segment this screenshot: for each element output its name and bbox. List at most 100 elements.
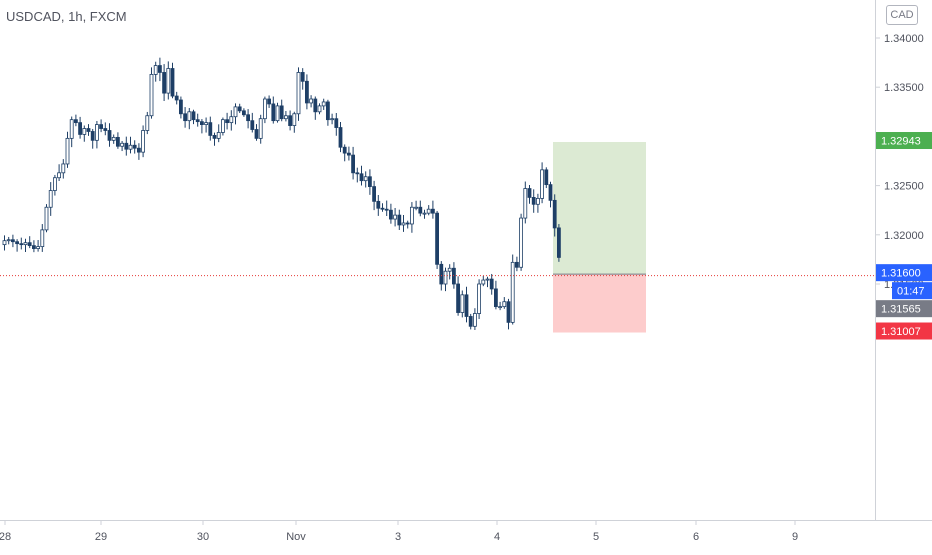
candle-body	[405, 222, 410, 225]
candle	[372, 180, 377, 211]
y-tick-label: 1.32500	[884, 181, 924, 193]
candle	[166, 61, 171, 100]
candle-body	[61, 163, 66, 174]
symbol-title: USDCAD, 1h, FXCM	[6, 9, 127, 24]
candle	[468, 313, 473, 330]
candle	[262, 96, 267, 124]
candle-body	[435, 212, 440, 265]
candle	[309, 95, 314, 108]
candle-body	[288, 115, 293, 126]
candle	[515, 256, 519, 272]
candle	[48, 182, 53, 216]
x-tick-label: 9	[792, 531, 798, 543]
candle	[187, 107, 192, 130]
currency-badge[interactable]: CAD	[886, 5, 918, 25]
candle	[527, 185, 532, 204]
candle	[157, 57, 162, 82]
candle-body	[317, 105, 322, 113]
candle-body	[456, 283, 461, 313]
candle-body	[321, 101, 326, 107]
candle	[44, 204, 49, 233]
candle	[317, 103, 322, 115]
candle-body	[401, 222, 406, 226]
candle-body	[292, 113, 297, 126]
candle-body	[313, 98, 318, 113]
candle	[267, 95, 272, 108]
candle-body	[78, 122, 82, 135]
candle	[447, 264, 452, 280]
candle	[86, 124, 91, 136]
candle-body	[124, 142, 129, 150]
candle-body	[86, 128, 91, 132]
candle-body	[116, 136, 120, 147]
candle-body	[187, 111, 192, 122]
candle	[61, 159, 66, 179]
price-axis-labels: 1.32943 1.31600 01:47 1.31565 1.31007	[876, 132, 932, 340]
candle-body	[267, 98, 272, 105]
candle	[351, 146, 356, 180]
candle	[32, 240, 36, 253]
svg-text:01:47: 01:47	[897, 286, 925, 298]
candle	[523, 181, 528, 224]
candle	[15, 239, 20, 252]
candle-body	[225, 119, 230, 124]
candle-body	[191, 111, 196, 121]
candle	[195, 113, 200, 127]
candle-body	[103, 128, 108, 131]
candle-body	[498, 306, 503, 309]
candle	[208, 116, 213, 141]
candle-body	[506, 301, 511, 323]
candle	[443, 267, 448, 292]
candle	[342, 144, 347, 162]
candle-body	[309, 98, 314, 104]
candle-body	[233, 106, 238, 118]
x-tick-label: 28	[0, 531, 11, 543]
time-axis[interactable]: 28 29 30 Nov 3 4 5 6 9	[0, 520, 798, 543]
candle	[296, 67, 301, 121]
candle-body	[120, 142, 124, 147]
candle-body	[342, 146, 347, 154]
x-tick-label: 3	[395, 531, 401, 543]
candle	[430, 200, 435, 219]
candle	[300, 68, 305, 90]
candle-body	[472, 313, 477, 327]
candle-body	[540, 169, 544, 199]
candle	[367, 169, 372, 195]
candle-body	[157, 65, 162, 73]
stop-zone[interactable]	[553, 274, 646, 333]
candle	[19, 237, 24, 250]
candle-body	[19, 243, 24, 246]
y-tick-label: 1.32000	[884, 230, 924, 242]
candle	[225, 112, 230, 130]
candle	[237, 103, 242, 114]
candle-body	[426, 208, 431, 214]
candle	[170, 62, 175, 99]
price-axis[interactable]: 1.340001.335001.330001.325001.320001.315…	[875, 33, 924, 291]
candle-body	[422, 212, 427, 215]
candle	[288, 110, 293, 131]
candle	[128, 136, 133, 154]
candle	[65, 131, 70, 168]
candle	[414, 200, 419, 211]
candle	[204, 117, 209, 133]
candle	[548, 181, 553, 208]
target-zone[interactable]	[553, 142, 646, 275]
candle	[132, 140, 137, 154]
position-zones[interactable]	[553, 142, 646, 333]
candle-body	[275, 105, 280, 122]
candle	[506, 298, 511, 330]
candle	[456, 276, 461, 316]
candle-body	[246, 114, 251, 122]
candle-body	[359, 173, 364, 182]
candle-body	[544, 169, 549, 186]
candle	[384, 200, 389, 216]
candle-body	[166, 68, 171, 94]
svg-text:1.32943: 1.32943	[881, 136, 921, 148]
candle	[271, 96, 276, 124]
candle	[388, 203, 393, 224]
candle-body	[279, 105, 284, 120]
candle-body	[531, 197, 536, 205]
candle	[376, 195, 381, 216]
